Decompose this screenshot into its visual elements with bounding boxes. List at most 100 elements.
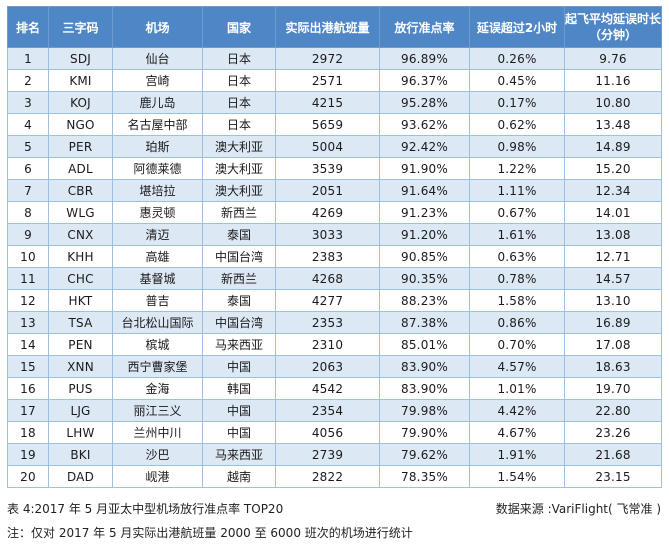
cell-delay-over-2h: 0.17% — [469, 91, 565, 114]
cell-iata-code: KOJ — [48, 91, 113, 114]
cell-rank: 14 — [7, 333, 49, 356]
header-airport: 机场 — [112, 6, 203, 48]
cell-iata-code: BKI — [48, 443, 113, 466]
cell-airport: 宫崎 — [112, 69, 203, 92]
cell-iata-code: KHH — [48, 245, 113, 268]
table-caption: 表 4:2017 年 5 月亚太中型机场放行准点率 TOP20 — [7, 502, 284, 516]
cell-avg-delay: 23.15 — [564, 465, 662, 488]
cell-country: 中国台湾 — [202, 311, 276, 334]
cell-departures: 2354 — [275, 399, 380, 422]
cell-rank: 12 — [7, 289, 49, 312]
cell-rank: 11 — [7, 267, 49, 290]
cell-airport: 仙台 — [112, 47, 203, 70]
header-departures: 实际出港航班量 — [275, 6, 380, 48]
cell-ontime-rate: 83.90% — [379, 377, 470, 400]
cell-airport: 基督城 — [112, 267, 203, 290]
table-row: 2 KMI 宫崎 日本 2571 96.37% 0.45% 11.16 — [7, 69, 662, 92]
header-avg-delay-line1: 起飞平均延误时长 — [565, 12, 662, 26]
table-row: 10 KHH 高雄 中国台湾 2383 90.85% 0.63% 12.71 — [7, 245, 662, 268]
cell-delay-over-2h: 4.42% — [469, 399, 565, 422]
cell-rank: 3 — [7, 91, 49, 114]
table-row: 19 BKI 沙巴 马来西亚 2739 79.62% 1.91% 21.68 — [7, 443, 662, 466]
cell-country: 日本 — [202, 91, 276, 114]
cell-country: 日本 — [202, 113, 276, 136]
cell-iata-code: CBR — [48, 179, 113, 202]
cell-rank: 20 — [7, 465, 49, 488]
table-row: 9 CNX 清迈 泰国 3033 91.20% 1.61% 13.08 — [7, 223, 662, 246]
cell-rank: 4 — [7, 113, 49, 136]
cell-rank: 7 — [7, 179, 49, 202]
cell-airport: 鹿儿岛 — [112, 91, 203, 114]
cell-avg-delay: 9.76 — [564, 47, 662, 70]
cell-country: 新西兰 — [202, 201, 276, 224]
cell-avg-delay: 10.80 — [564, 91, 662, 114]
cell-departures: 2051 — [275, 179, 380, 202]
cell-iata-code: HKT — [48, 289, 113, 312]
cell-delay-over-2h: 1.54% — [469, 465, 565, 488]
cell-iata-code: CNX — [48, 223, 113, 246]
cell-country: 马来西亚 — [202, 443, 276, 466]
cell-delay-over-2h: 1.58% — [469, 289, 565, 312]
cell-rank: 13 — [7, 311, 49, 334]
table-row: 1 SDJ 仙台 日本 2972 96.89% 0.26% 9.76 — [7, 47, 662, 70]
cell-iata-code: LHW — [48, 421, 113, 444]
cell-ontime-rate: 85.01% — [379, 333, 470, 356]
cell-ontime-rate: 93.62% — [379, 113, 470, 136]
cell-departures: 4542 — [275, 377, 380, 400]
header-avg-delay: 起飞平均延误时长 （分钟） — [564, 6, 662, 48]
table-row: 11 CHC 基督城 新西兰 4268 90.35% 0.78% 14.57 — [7, 267, 662, 290]
cell-country: 泰国 — [202, 289, 276, 312]
cell-departures: 2063 — [275, 355, 380, 378]
header-ontime-rate: 放行准点率 — [379, 6, 470, 48]
table-row: 3 KOJ 鹿儿岛 日本 4215 95.28% 0.17% 10.80 — [7, 91, 662, 114]
cell-departures: 4056 — [275, 421, 380, 444]
cell-rank: 6 — [7, 157, 49, 180]
cell-ontime-rate: 79.62% — [379, 443, 470, 466]
cell-avg-delay: 13.10 — [564, 289, 662, 312]
cell-departures: 4268 — [275, 267, 380, 290]
cell-avg-delay: 16.89 — [564, 311, 662, 334]
cell-country: 中国 — [202, 355, 276, 378]
cell-airport: 台北松山国际 — [112, 311, 203, 334]
cell-ontime-rate: 90.35% — [379, 267, 470, 290]
cell-iata-code: CHC — [48, 267, 113, 290]
cell-airport: 沙巴 — [112, 443, 203, 466]
cell-airport: 兰州中川 — [112, 421, 203, 444]
cell-airport: 清迈 — [112, 223, 203, 246]
cell-ontime-rate: 96.37% — [379, 69, 470, 92]
cell-delay-over-2h: 1.11% — [469, 179, 565, 202]
cell-iata-code: SDJ — [48, 47, 113, 70]
cell-rank: 17 — [7, 399, 49, 422]
table-note: 注：仅对 2017 年 5 月实际出港航班量 2000 至 6000 班次的机场… — [7, 526, 413, 540]
cell-departures: 2739 — [275, 443, 380, 466]
cell-delay-over-2h: 0.98% — [469, 135, 565, 158]
cell-avg-delay: 19.70 — [564, 377, 662, 400]
cell-rank: 18 — [7, 421, 49, 444]
cell-avg-delay: 13.48 — [564, 113, 662, 136]
cell-rank: 16 — [7, 377, 49, 400]
cell-rank: 8 — [7, 201, 49, 224]
cell-rank: 15 — [7, 355, 49, 378]
cell-rank: 9 — [7, 223, 49, 246]
cell-country: 日本 — [202, 69, 276, 92]
cell-country: 新西兰 — [202, 267, 276, 290]
cell-iata-code: TSA — [48, 311, 113, 334]
cell-iata-code: DAD — [48, 465, 113, 488]
header-delay-over-2h: 延误超过2小时 — [469, 6, 565, 48]
table-row: 6 ADL 阿德莱德 澳大利亚 3539 91.90% 1.22% 15.20 — [7, 157, 662, 180]
cell-country: 越南 — [202, 465, 276, 488]
cell-airport: 阿德莱德 — [112, 157, 203, 180]
cell-airport: 堪培拉 — [112, 179, 203, 202]
cell-airport: 名古屋中部 — [112, 113, 203, 136]
cell-ontime-rate: 91.90% — [379, 157, 470, 180]
cell-rank: 19 — [7, 443, 49, 466]
cell-ontime-rate: 78.35% — [379, 465, 470, 488]
cell-avg-delay: 11.16 — [564, 69, 662, 92]
cell-delay-over-2h: 0.63% — [469, 245, 565, 268]
table-row: 12 HKT 普吉 泰国 4277 88.23% 1.58% 13.10 — [7, 289, 662, 312]
cell-avg-delay: 22.80 — [564, 399, 662, 422]
cell-iata-code: ADL — [48, 157, 113, 180]
cell-ontime-rate: 83.90% — [379, 355, 470, 378]
cell-iata-code: NGO — [48, 113, 113, 136]
